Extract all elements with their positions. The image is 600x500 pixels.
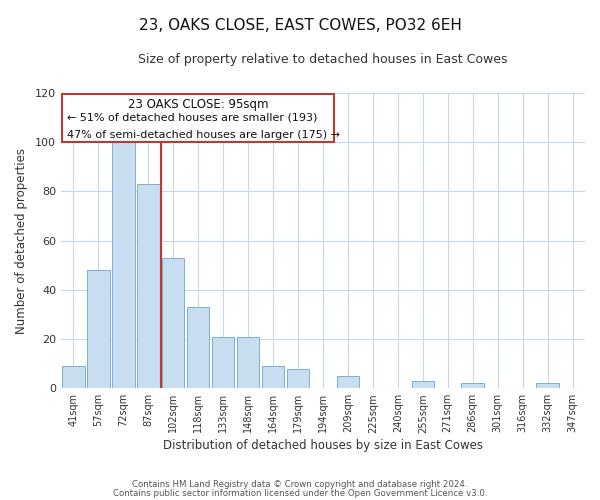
- Text: 47% of semi-detached houses are larger (175) →: 47% of semi-detached houses are larger (…: [67, 130, 340, 140]
- Bar: [412, 381, 434, 388]
- Text: 23, OAKS CLOSE, EAST COWES, PO32 6EH: 23, OAKS CLOSE, EAST COWES, PO32 6EH: [139, 18, 461, 32]
- Bar: [287, 368, 309, 388]
- Bar: [237, 336, 259, 388]
- Bar: [536, 384, 559, 388]
- X-axis label: Distribution of detached houses by size in East Cowes: Distribution of detached houses by size …: [163, 440, 483, 452]
- Text: Contains HM Land Registry data © Crown copyright and database right 2024.: Contains HM Land Registry data © Crown c…: [132, 480, 468, 489]
- Bar: [337, 376, 359, 388]
- Text: Contains public sector information licensed under the Open Government Licence v3: Contains public sector information licen…: [113, 488, 487, 498]
- Bar: [137, 184, 160, 388]
- Text: ← 51% of detached houses are smaller (193): ← 51% of detached houses are smaller (19…: [67, 112, 317, 122]
- Bar: [62, 366, 85, 388]
- Bar: [112, 142, 134, 388]
- Bar: [87, 270, 110, 388]
- Bar: [461, 384, 484, 388]
- Y-axis label: Number of detached properties: Number of detached properties: [15, 148, 28, 334]
- Bar: [187, 307, 209, 388]
- Text: 23 OAKS CLOSE: 95sqm: 23 OAKS CLOSE: 95sqm: [128, 98, 268, 111]
- Bar: [212, 336, 235, 388]
- FancyBboxPatch shape: [62, 94, 334, 142]
- Bar: [262, 366, 284, 388]
- Title: Size of property relative to detached houses in East Cowes: Size of property relative to detached ho…: [138, 52, 508, 66]
- Bar: [162, 258, 184, 388]
